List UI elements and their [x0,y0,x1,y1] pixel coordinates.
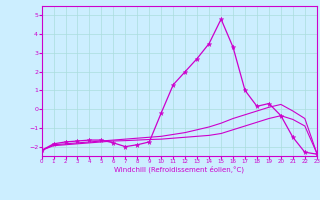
X-axis label: Windchill (Refroidissement éolien,°C): Windchill (Refroidissement éolien,°C) [114,166,244,173]
